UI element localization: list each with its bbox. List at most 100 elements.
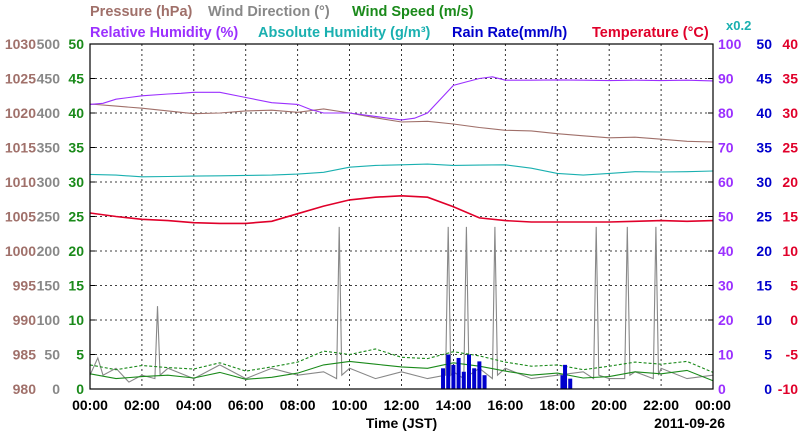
pressure-tick-label: 985	[13, 347, 37, 363]
wind-speed-tick-label: 25	[68, 209, 84, 225]
rain-rate-bar	[472, 368, 477, 389]
humidity-tick-label: 40	[718, 243, 734, 259]
wind-speed-tick-label: 40	[68, 105, 84, 121]
rain-rate-bar	[477, 361, 482, 389]
wind-speed-tick-label: 50	[68, 36, 84, 52]
rain-rate-bar	[568, 378, 573, 389]
rain-rate-bar	[563, 364, 568, 389]
x-axis-label: Time (JST)	[366, 415, 437, 431]
wind-speed-tick-label: 10	[68, 312, 84, 328]
pressure-tick-label: 1005	[5, 209, 36, 225]
rain-rate-tick-label: 45	[756, 71, 772, 87]
axes-layer: 1030102510201015101010051000995990985980…	[5, 36, 798, 431]
temperature-tick-label: 15	[782, 209, 798, 225]
rain-scale-note: x0.2	[726, 18, 751, 33]
series-line-wind-speed-m-s	[89, 360, 714, 382]
pressure-tick-label: 1020	[5, 105, 36, 121]
title-layer: Pressure (hPa) Wind Direction (°) Wind Spe…	[90, 4, 751, 41]
x-tick-label: 04:00	[176, 397, 212, 413]
wind-direction-tick-label: 350	[37, 140, 61, 156]
humidity-tick-label: 80	[718, 105, 734, 121]
legend-title-relative-humidity: Relative Humidity (%)	[90, 25, 238, 41]
temperature-tick-label: 25	[782, 140, 798, 156]
rain-rate-tick-label: 35	[756, 140, 772, 156]
x-tick-label: 20:00	[591, 397, 627, 413]
temperature-tick-label: 35	[782, 71, 798, 87]
wind-direction-tick-label: 400	[37, 105, 61, 121]
rain-rate-tick-label: 15	[756, 278, 772, 294]
series-line-pressure-hpa	[89, 103, 714, 143]
rain-rate-bar	[461, 371, 466, 389]
pressure-tick-label: 995	[13, 278, 37, 294]
x-tick-label: 10:00	[332, 397, 368, 413]
rain-rate-tick-label: 40	[756, 105, 772, 121]
series-line-absolute-humidity-g-m	[89, 163, 714, 178]
wind-direction-tick-label: 0	[52, 381, 60, 397]
temperature-tick-label: 40	[782, 36, 798, 52]
rain-rate-bar	[441, 368, 446, 389]
temperature-tick-label: 10	[782, 243, 798, 259]
wind-speed-tick-label: 0	[76, 381, 84, 397]
legend-title-absolute-humidity-g-m: Absolute Humidity (g/m³)	[258, 25, 431, 41]
rain-rate-tick-label: 25	[756, 209, 772, 225]
temperature-tick-label: 20	[782, 174, 798, 190]
x-tick-label: 08:00	[280, 397, 316, 413]
x-tick-label: 06:00	[228, 397, 264, 413]
wind-direction-tick-label: 50	[44, 347, 60, 363]
wind-direction-tick-label: 250	[37, 209, 61, 225]
wind-direction-tick-label: 300	[37, 174, 61, 190]
wind-speed-tick-label: 30	[68, 174, 84, 190]
rain-rate-tick-label: 50	[756, 36, 772, 52]
rain-rate-bar	[451, 364, 456, 389]
wind-direction-tick-label: 450	[37, 71, 61, 87]
rain-rate-bar	[446, 354, 451, 389]
rain-rate-tick-label: 30	[756, 174, 772, 190]
humidity-tick-label: 70	[718, 140, 734, 156]
temperature-tick-label: 5	[790, 278, 798, 294]
humidity-tick-label: 0	[718, 381, 726, 397]
humidity-tick-label: 60	[718, 174, 734, 190]
wind-speed-tick-label: 45	[68, 71, 84, 87]
legend-title-wind-direction: Wind Direction (°)	[208, 4, 330, 20]
wind-direction-tick-label: 150	[37, 278, 61, 294]
pressure-tick-label: 1000	[5, 243, 36, 259]
wind-direction-tick-label: 200	[37, 243, 61, 259]
temperature-tick-label: -10	[778, 381, 798, 397]
rain-rate-tick-label: 20	[756, 243, 772, 259]
pressure-tick-label: 990	[13, 312, 37, 328]
humidity-tick-label: 100	[718, 36, 742, 52]
rain-rate-bar	[456, 357, 461, 389]
x-tick-label: 00:00	[695, 397, 731, 413]
x-tick-label: 22:00	[643, 397, 679, 413]
x-tick-label: 18:00	[539, 397, 575, 413]
wind-direction-tick-label: 500	[37, 36, 61, 52]
rain-rate-tick-label: 10	[756, 312, 772, 328]
pressure-tick-label: 1010	[5, 174, 36, 190]
x-tick-label: 14:00	[436, 397, 472, 413]
rain-rate-tick-label: 0	[764, 381, 772, 397]
x-tick-label: 02:00	[124, 397, 160, 413]
wind-speed-tick-label: 15	[68, 278, 84, 294]
rain-rate-bar	[482, 375, 487, 389]
x-tick-label: 00:00	[72, 397, 108, 413]
humidity-tick-label: 10	[718, 347, 734, 363]
legend-title-wind-speed-m-s: Wind Speed (m/s)	[352, 4, 474, 20]
legend-title-rain-rate-mm-h: Rain Rate(mm/h)	[452, 25, 567, 41]
legend-title-temperature-c: Temperature (°C)	[592, 25, 709, 41]
temperature-tick-label: 0	[790, 312, 798, 328]
series-line-temperature-c	[89, 194, 714, 225]
humidity-tick-label: 50	[718, 209, 734, 225]
pressure-tick-label: 1030	[5, 36, 36, 52]
pressure-tick-label: 980	[13, 381, 37, 397]
legend-title-pressure-hpa: Pressure (hPa)	[90, 4, 193, 20]
pressure-tick-label: 1025	[5, 71, 36, 87]
x-tick-label: 16:00	[487, 397, 523, 413]
wind-speed-tick-label: 35	[68, 140, 84, 156]
humidity-tick-label: 90	[718, 71, 734, 87]
wind-speed-tick-label: 20	[68, 243, 84, 259]
pressure-tick-label: 1015	[5, 140, 36, 156]
series-line-relative-humidity	[89, 76, 714, 121]
rain-rate-bar	[560, 375, 565, 389]
temperature-tick-label: -5	[786, 347, 799, 363]
